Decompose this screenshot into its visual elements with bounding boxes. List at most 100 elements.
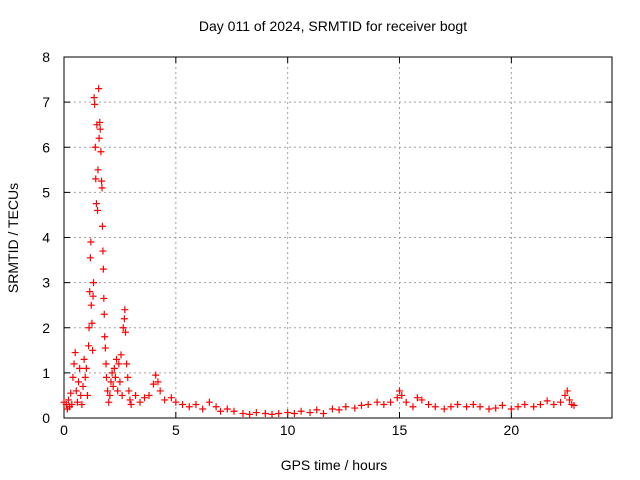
grid [64,57,612,418]
data-point [172,398,180,406]
x-tick-label: 15 [392,422,408,438]
data-point [109,382,117,390]
data-point [393,394,401,402]
data-point [94,166,102,174]
data-point [149,380,157,388]
data-point [68,400,76,408]
data-point [104,387,112,395]
data-point [113,355,121,363]
data-point [115,360,123,368]
data-point [514,403,522,411]
data-point [83,391,91,399]
data-point [485,405,493,413]
chart-title: Day 011 of 2024, SRMTID for receiver bog… [199,18,467,34]
data-point [328,405,336,413]
data-point [521,400,529,408]
data-point [85,342,93,350]
data-point [98,184,106,192]
data-point [118,391,126,399]
x-tick-label: 5 [172,422,180,438]
data-point [67,389,75,397]
data-point [127,400,135,408]
data-point [431,403,439,411]
data-point [342,403,350,411]
data-point [88,319,96,327]
data-point [357,401,365,409]
data-point [64,396,72,404]
data-point [125,387,133,395]
data-point [80,355,88,363]
data-point [543,397,551,405]
data-point [98,222,106,230]
data-point [106,391,114,399]
data-point [117,351,125,359]
data-point [100,310,108,318]
data-point [76,364,84,372]
data-point [351,404,359,412]
data-point [335,406,343,414]
data-point [563,387,571,395]
data-point [90,94,98,102]
data-point [192,400,200,408]
x-tick-label: 20 [504,422,520,438]
data-point [290,409,298,417]
data-point [97,148,105,156]
data-point [402,398,410,406]
y-tick-label: 2 [42,320,50,336]
data-point [185,403,193,411]
data-point [161,396,169,404]
data-point [95,134,103,142]
data-point [306,409,314,417]
data-point [409,403,417,411]
data-point [239,409,247,417]
data-point [95,85,103,93]
data-point [536,400,544,408]
data-point [498,401,506,409]
data-point [77,391,85,399]
data-point [476,403,484,411]
data-point [99,265,107,273]
y-tick-label: 4 [42,230,50,246]
y-tick-label: 5 [42,184,50,200]
data-point [91,143,99,151]
data-point [72,387,80,395]
data-point [463,403,471,411]
data-point [111,373,119,381]
data-point [81,373,89,381]
data-point [167,394,175,402]
data-point [132,391,140,399]
data-point [246,410,254,418]
data-point [105,398,113,406]
data-point [284,409,292,417]
data-point [116,378,124,386]
data-point [120,315,128,323]
data-point [89,292,97,300]
data-point [313,406,321,414]
data-point [86,254,94,262]
data-point [223,405,231,413]
data-point [230,407,238,415]
y-tick-label: 8 [42,49,50,65]
data-point [550,400,558,408]
data-point [413,394,421,402]
data-point [380,400,388,408]
y-tick-label: 7 [42,94,50,110]
data-point [101,333,109,341]
y-tick-label: 6 [42,139,50,155]
data-point [570,401,578,409]
data-point [85,324,93,332]
data-point [87,301,95,309]
data-point [96,125,104,133]
data-point [275,409,283,417]
data-point [101,344,109,352]
data-point [110,364,118,372]
data-point [71,349,79,357]
data-point [96,118,104,126]
data-point [418,396,426,404]
y-tick-label: 0 [42,410,50,426]
data-point [90,279,98,287]
x-tick-label: 10 [280,422,296,438]
data-point [199,405,207,413]
data-point [92,200,100,208]
